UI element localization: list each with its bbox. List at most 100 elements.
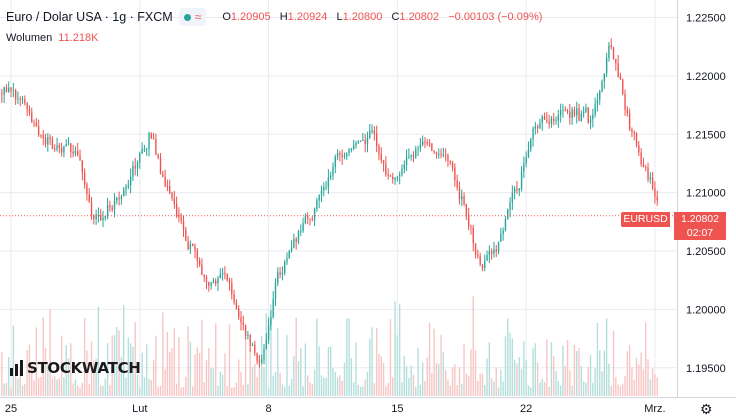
- volume-bar: [500, 369, 502, 396]
- candle-body: [336, 152, 339, 157]
- candle-body: [65, 144, 67, 147]
- volume-bar: [479, 373, 481, 396]
- candle-body: [180, 217, 182, 221]
- volume-bar: [495, 367, 497, 396]
- candle-body: [401, 168, 403, 175]
- volume-bar: [217, 385, 219, 396]
- candle-body: [580, 113, 583, 122]
- settings-gear-icon[interactable]: ⚙: [700, 401, 713, 417]
- candle-body: [396, 176, 399, 178]
- candle-body: [463, 196, 465, 205]
- volume-bar: [198, 352, 201, 396]
- volume-bar: [513, 359, 516, 396]
- volume-bar: [481, 373, 484, 396]
- candle-body: [127, 185, 130, 187]
- volume-bar: [355, 342, 357, 396]
- volume-bar: [139, 387, 141, 396]
- volume-bar: [610, 386, 612, 396]
- close-label: C: [391, 11, 400, 23]
- price-tick-label: 1.22000: [686, 71, 726, 83]
- candle-body: [615, 58, 617, 64]
- candle-body: [509, 202, 511, 210]
- market-status-pill[interactable]: ≈: [178, 8, 207, 26]
- volume-bar: [647, 359, 649, 396]
- candle-body: [251, 344, 254, 346]
- candle-body: [605, 58, 608, 74]
- candle-body: [320, 190, 323, 196]
- volume-bar: [3, 383, 5, 396]
- volume-bar: [297, 361, 300, 396]
- candle-body: [90, 202, 93, 216]
- volume-bar: [77, 385, 79, 396]
- candle-body: [198, 260, 201, 265]
- volume-bar: [162, 312, 164, 396]
- candle-body: [295, 238, 297, 242]
- volume-bar: [134, 322, 136, 396]
- volume-bar: [148, 378, 150, 396]
- high-value: 1.20924: [287, 11, 328, 23]
- candle-body: [304, 216, 307, 224]
- candle-body: [486, 255, 488, 261]
- volume-bar: [615, 377, 617, 396]
- time-tick-label: 22: [520, 403, 532, 415]
- volume-legend: Wolumen 11.218K: [6, 32, 98, 44]
- candle-body: [594, 104, 596, 115]
- candle-body: [44, 137, 47, 145]
- open-value: 1.20905: [230, 11, 271, 23]
- volume-bar: [444, 370, 447, 396]
- volume-bar: [228, 324, 231, 396]
- volume-bar: [509, 332, 511, 396]
- volume-bar: [359, 386, 362, 396]
- candle-body: [258, 360, 261, 363]
- volume-bar: [182, 387, 185, 396]
- volume-bar: [635, 358, 638, 396]
- candle-body: [102, 217, 104, 221]
- volume-bar: [573, 345, 576, 396]
- candle-body: [394, 177, 396, 180]
- volume-bar: [612, 330, 615, 396]
- candle-body: [582, 111, 585, 114]
- volume-bar: [339, 375, 341, 396]
- price-tick-label: 1.20500: [686, 246, 726, 258]
- volume-bar: [125, 377, 127, 396]
- volume-bar: [497, 387, 500, 396]
- candle-body: [398, 174, 401, 177]
- volume-bar: [608, 363, 610, 396]
- volume-bar: [118, 330, 120, 396]
- candle-body: [435, 152, 438, 155]
- time-tick-label: Lut: [132, 403, 147, 415]
- last-price-tag: 1.20802: [674, 212, 726, 227]
- candle-body: [408, 156, 410, 158]
- candle-body: [47, 137, 49, 145]
- volume-bar: [235, 382, 238, 396]
- candle-body: [518, 188, 520, 191]
- volume-bar: [93, 360, 95, 396]
- candle-body: [21, 99, 24, 101]
- volume-bar: [463, 343, 465, 396]
- candle-body: [530, 139, 532, 150]
- volume-bar: [412, 374, 415, 396]
- candle-body: [392, 176, 394, 180]
- volume-bar: [392, 377, 394, 396]
- candle-body: [362, 140, 364, 142]
- candle-body: [481, 264, 484, 269]
- candle-body: [622, 79, 624, 94]
- volume-bar: [150, 380, 153, 396]
- candle-body: [272, 298, 274, 318]
- candle-body: [417, 148, 419, 150]
- volume-bar: [477, 380, 479, 396]
- volume-bar: [116, 327, 118, 396]
- candle-body: [626, 109, 629, 114]
- price-tick-label: 1.22500: [686, 13, 726, 25]
- volume-bar: [169, 351, 171, 396]
- candle-body: [8, 87, 10, 93]
- candle-body: [215, 280, 217, 284]
- candle-body: [256, 352, 258, 361]
- volume-bar: [311, 384, 313, 396]
- volume-bar: [196, 347, 198, 396]
- volume-bar: [226, 386, 228, 396]
- volume-bar: [152, 360, 155, 396]
- candle-body: [116, 197, 118, 201]
